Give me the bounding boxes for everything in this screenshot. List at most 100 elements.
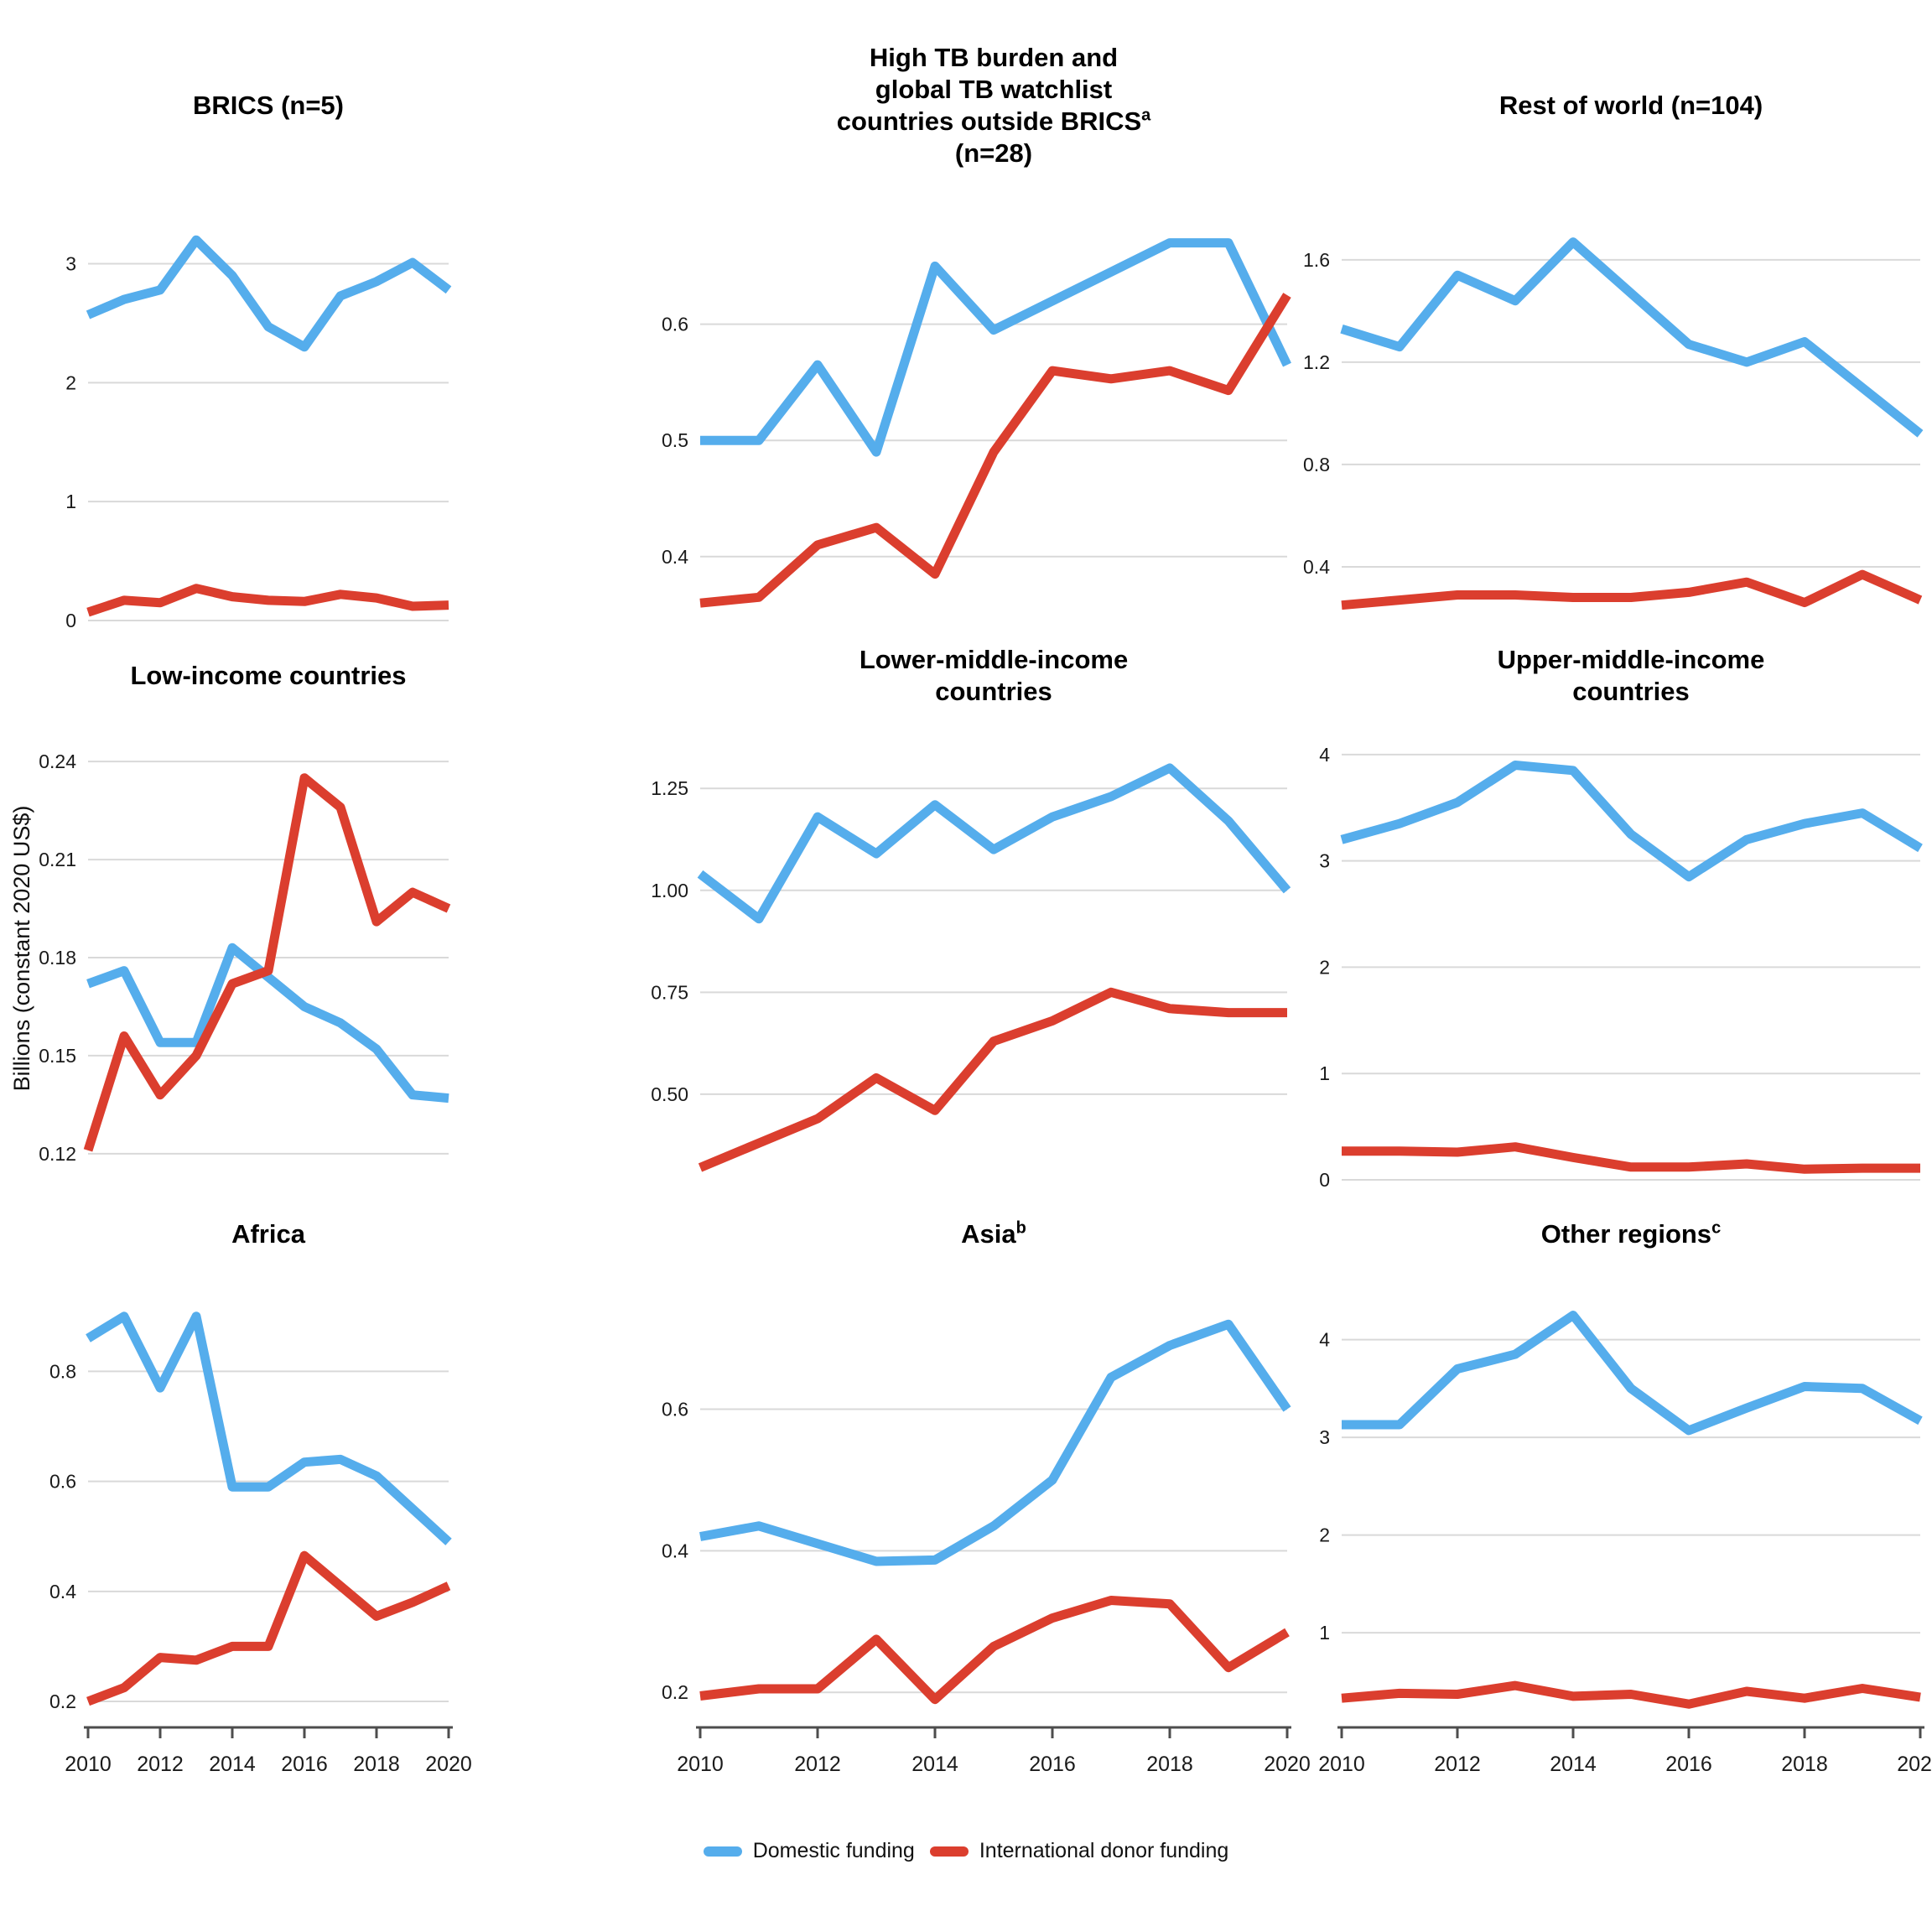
x-tick-label: 2018 (1781, 1753, 1828, 1776)
x-tick-label: 2012 (137, 1753, 184, 1776)
y-tick-label: 4 (1319, 1329, 1330, 1351)
panel-plot: 0.2 0.4 0.6 2010 2012 2014 2016 2018 2020 (662, 1319, 1311, 1776)
panel-rest-of-world-n-104: Rest of world (n=104) 0.4 0.8 1.2 1.6 (1287, 35, 1932, 629)
domestic-funding-line (700, 238, 1291, 457)
y-tick-label: 3 (65, 253, 76, 275)
donor-funding-line (83, 773, 451, 1152)
y-tick-label: 0.12 (39, 1143, 76, 1165)
panel-title: Low-income countries (130, 661, 407, 690)
x-tick-label: 2016 (1665, 1753, 1712, 1776)
domestic-funding-line (1340, 237, 1924, 438)
panel-plot: 0.4 0.5 0.6 (662, 238, 1291, 608)
domestic-funding-line (86, 943, 449, 1104)
y-tick-label: 0.24 (39, 750, 76, 772)
panel-upper-middle-income: Upper-middle-income countries 0 1 2 3 4 (1287, 629, 1932, 1192)
y-tick-label: 3 (1319, 850, 1330, 872)
y-axis-label: Billions (constant 2020 US$) (9, 805, 34, 1092)
y-tick-label: 1 (1319, 1622, 1330, 1644)
y-tick-label: 0.75 (651, 981, 688, 1003)
panel-plot: 0 1 2 3 (65, 235, 452, 631)
y-tick-label: 0.2 (662, 1681, 688, 1703)
y-tick-label: 1.6 (1303, 249, 1330, 271)
panel-title: Upper-middle-income countries (1497, 645, 1765, 706)
panel-plot: 0.2 0.4 0.6 0.8 2010 2012 2014 2016 2018 2020 (49, 1311, 472, 1776)
y-tick-label: 0.18 (39, 947, 76, 969)
y-tick-label: 0.2 (49, 1690, 76, 1712)
legend: Domestic funding International donor fun… (0, 1839, 1932, 1863)
legend-label-domestic: Domestic funding (752, 1839, 915, 1862)
panel-plot: 1 2 3 4 2010 2012 2014 2016 2018 2020 (1318, 1311, 1932, 1776)
y-tick-label: 0.21 (39, 849, 76, 870)
donor-funding-line (1342, 1142, 1920, 1174)
legend-label-donor: International donor funding (979, 1839, 1229, 1862)
x-tick-label: 2010 (1318, 1753, 1365, 1776)
x-tick-label: 2012 (1434, 1753, 1481, 1776)
legend-swatch-donor-icon (929, 1846, 969, 1857)
x-tick-label: 2016 (1029, 1753, 1076, 1776)
y-tick-label: 1.00 (651, 880, 688, 901)
panel-title: Africa (231, 1219, 305, 1249)
y-tick-label: 2 (1319, 956, 1330, 978)
y-tick-label: 3 (1319, 1426, 1330, 1448)
donor-funding-line (699, 1596, 1290, 1705)
y-tick-label: 1.2 (1303, 351, 1330, 373)
y-tick-label: 2 (65, 371, 76, 393)
y-tick-label: 0 (1319, 1169, 1330, 1191)
y-tick-label: 2 (1319, 1524, 1330, 1546)
y-tick-label: 0.5 (662, 429, 688, 451)
donor-funding-line (699, 293, 1291, 608)
x-tick-label: 2020 (425, 1753, 472, 1776)
y-tick-label: 0.4 (49, 1581, 76, 1602)
domestic-funding-line (1342, 1311, 1923, 1436)
panel-low-income-countries: Low-income countries 0.12 0.15 0.18 0.21 0.24 (0, 629, 451, 1192)
x-tick-label: 2016 (281, 1753, 328, 1776)
y-tick-label: 0.4 (1303, 556, 1330, 578)
domestic-funding-line (1340, 761, 1923, 882)
y-tick-label: 0.4 (662, 546, 688, 568)
donor-funding-line (1341, 1680, 1921, 1709)
x-tick-label: 2014 (911, 1753, 958, 1776)
panel-plot: 0.4 0.8 1.2 1.6 (1303, 237, 1924, 610)
x-tick-label: 2018 (353, 1753, 400, 1776)
donor-funding-line (698, 987, 1287, 1172)
panel-plot: 0.12 0.15 0.18 0.21 0.24 (39, 750, 451, 1165)
x-tick-label: 2012 (794, 1753, 841, 1776)
y-tick-label: 4 (1319, 744, 1330, 766)
domestic-funding-line (86, 235, 452, 352)
x-tick-label: 2010 (677, 1753, 724, 1776)
panel-title: Other regionsc (1540, 1218, 1722, 1249)
panel-asia: Asiab 0.2 0.4 0.6 2010 2012 2014 2016 2018 2020 (449, 1192, 1311, 1800)
y-tick-label: 1.25 (651, 777, 688, 799)
y-tick-label: 1 (1319, 1062, 1330, 1084)
y-tick-label: 0.6 (662, 1399, 688, 1420)
panel-plot: 0.50 0.75 1.00 1.25 (651, 763, 1291, 1172)
x-tick-label: 2014 (209, 1753, 256, 1776)
legend-item-donor: International donor funding (929, 1839, 1229, 1863)
panel-title: Asiab (961, 1218, 1026, 1249)
y-tick-label: 0.50 (651, 1083, 688, 1105)
y-tick-label: 0 (65, 610, 76, 631)
panel-other-regions: Other regionsc 1 2 3 4 2010 2012 2014 2016 2018 20… (1287, 1192, 1932, 1800)
y-tick-label: 0.8 (1303, 454, 1330, 475)
panel-title: Lower-middle-income countries (859, 645, 1129, 706)
chart-grid: BRICS (n=5) 0 1 2 3 High TB burden and global … (0, 35, 1932, 1800)
panel-lower-middle-income: Lower-middle-income countries 0.50 0.75 1.00… (449, 629, 1291, 1192)
x-tick-label: 2020 (1264, 1753, 1311, 1776)
y-tick-label: 0.8 (49, 1360, 76, 1382)
x-tick-label: 2010 (65, 1753, 112, 1776)
panel-title: Rest of world (n=104) (1498, 91, 1763, 120)
x-tick-label: 2018 (1146, 1753, 1193, 1776)
panel-plot: 0 1 2 3 4 (1319, 744, 1923, 1191)
legend-item-domestic: Domestic funding (703, 1839, 915, 1863)
panel-africa: Africa 0.2 0.4 0.6 0.8 2010 2012 2014 2016 2018 20… (0, 1192, 472, 1800)
legend-swatch-domestic-icon (703, 1846, 742, 1857)
donor-funding-line (86, 1550, 451, 1706)
panel-brics-n-5: BRICS (n=5) 0 1 2 3 (0, 35, 452, 631)
y-tick-label: 0.4 (662, 1540, 688, 1561)
x-tick-label: 2014 (1550, 1753, 1597, 1776)
domestic-funding-line (86, 1311, 452, 1545)
y-tick-label: 1 (65, 491, 76, 512)
domestic-funding-line (699, 1319, 1291, 1566)
x-tick-label: 2020 (1897, 1753, 1932, 1776)
y-tick-label: 0.15 (39, 1045, 76, 1067)
